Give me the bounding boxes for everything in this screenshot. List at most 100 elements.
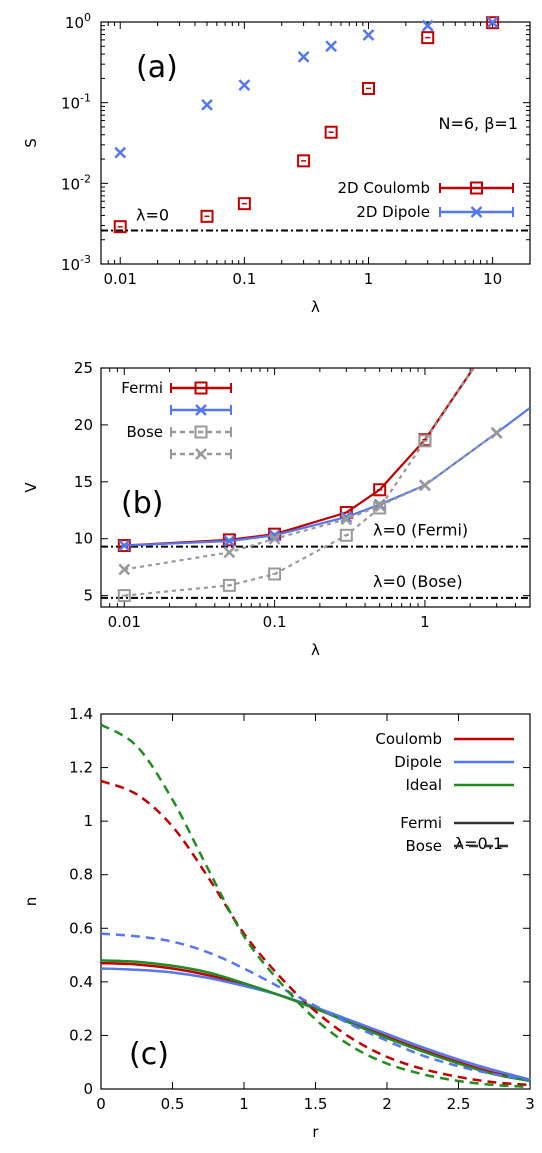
plot-frame [100,21,531,265]
series-point [373,499,386,512]
x-tick-label: 1 [364,270,374,288]
series-point [222,578,236,592]
series-dipole-point [114,146,127,159]
y-tick-label: 1 [83,812,93,830]
legend-label: Bose [126,423,163,441]
reference-line-label: λ=0 (Bose) [373,572,463,591]
y-tick-label: 10 [74,530,93,548]
series-coulomb-point [486,16,500,30]
y-tick-label: 0.4 [69,973,93,991]
curve-ideal-bose [100,723,531,1089]
series-dipole-point [238,79,251,92]
y-tick-label: 0.8 [69,866,93,884]
legend-label: 2D Dipole [356,203,430,221]
series-point [268,567,282,581]
x-tick-label: 0.5 [161,1095,185,1113]
y-tick-label: 1.4 [69,705,93,723]
x-tick-label: 1 [420,613,430,631]
x-axis-label: r [312,1123,319,1141]
y-tick-label: 1.2 [69,759,93,777]
x-tick-label: 3 [525,1095,535,1113]
y-tick-label: 20 [74,416,93,434]
series-point [490,426,503,439]
reference-line-label: λ=0 (Fermi) [373,521,468,540]
plot-frame [100,367,531,608]
series-coulomb-point [237,197,251,211]
curve-ideal-fermi [100,959,531,1083]
y-tick-label: 10-1 [61,92,91,113]
x-tick-label: 2.5 [447,1095,471,1113]
series-point [268,529,281,542]
series-coulomb-point [200,209,214,223]
legend-sample-marker [195,404,207,416]
curve-coulomb-bose [100,779,531,1087]
x-tick-label: 10 [483,270,502,288]
legend-sample-marker [470,206,483,218]
series-coulomb-point [297,154,311,168]
legend-sample-marker [195,448,207,460]
series-dipole-point [421,19,434,32]
x-axis-label: λ [311,298,320,316]
series-coulomb-point [361,81,375,95]
y-tick-label: 0 [83,1080,93,1098]
y-tick-label: 15 [74,473,93,491]
legend-label: Dipole [394,753,442,771]
series-dipole-point [362,29,375,41]
series-dipole-point [486,16,499,29]
annotation: N=6, β=1 [438,114,518,133]
series-point [339,528,353,542]
y-tick-label: 25 [74,359,93,377]
legend-sample-marker [470,181,483,195]
y-tick-label: 10-3 [61,253,91,274]
series-coulomb-point [421,31,435,45]
series-point [223,546,236,559]
legend-sample-marker [194,425,208,439]
reference-line-label: λ=0 [136,206,169,225]
x-tick-label: 0.1 [232,270,256,288]
series-point [340,513,353,526]
panel-label: (a) [136,50,178,85]
legend-label: Fermi [121,379,163,397]
legend-label: Bose [405,837,442,855]
y-tick-label: 5 [83,587,93,605]
legend-label: 2D Coulomb [338,179,431,197]
legend-label: Fermi [400,814,442,832]
series-dipole-point [325,40,338,53]
x-tick-label: 1.5 [304,1095,328,1113]
series-coulomb-point [113,220,127,234]
y-tick-label: 10-2 [61,172,91,193]
y-tick-label: 0.2 [69,1026,93,1044]
series-line [124,368,476,597]
x-tick-label: 0.1 [263,613,287,631]
series-point [419,479,431,492]
curve-dipole-bose [100,932,531,1081]
y-tick-label: 0.6 [69,919,93,937]
plot-frame [100,713,531,1090]
panel-label: (b) [121,486,163,521]
x-tick-label: 0 [96,1095,106,1113]
series-line [124,368,475,547]
series-point [223,535,236,547]
series-point [118,563,131,576]
series-point [268,532,281,545]
series-point [373,483,387,497]
series-point [418,434,432,448]
x-tick-label: 0.01 [108,613,141,631]
legend-label: Ideal [405,776,442,794]
panel-label: (c) [129,1037,169,1072]
y-tick-label: 100 [65,11,91,32]
x-tick-label: 0.01 [104,270,137,288]
x-tick-label: 1 [239,1095,249,1113]
annotation: λ=0.1 [455,834,503,853]
series-point [117,589,131,603]
legend-label: Coulomb [375,730,442,748]
series-point [118,539,131,552]
series-coulomb-point [324,125,338,139]
x-axis-label: λ [311,641,320,659]
y-axis-label: n [22,897,40,907]
legend-sample-marker [194,381,208,395]
series-dipole-point [297,50,310,63]
y-axis-label: S [22,138,40,148]
y-axis-label: V [22,482,40,493]
